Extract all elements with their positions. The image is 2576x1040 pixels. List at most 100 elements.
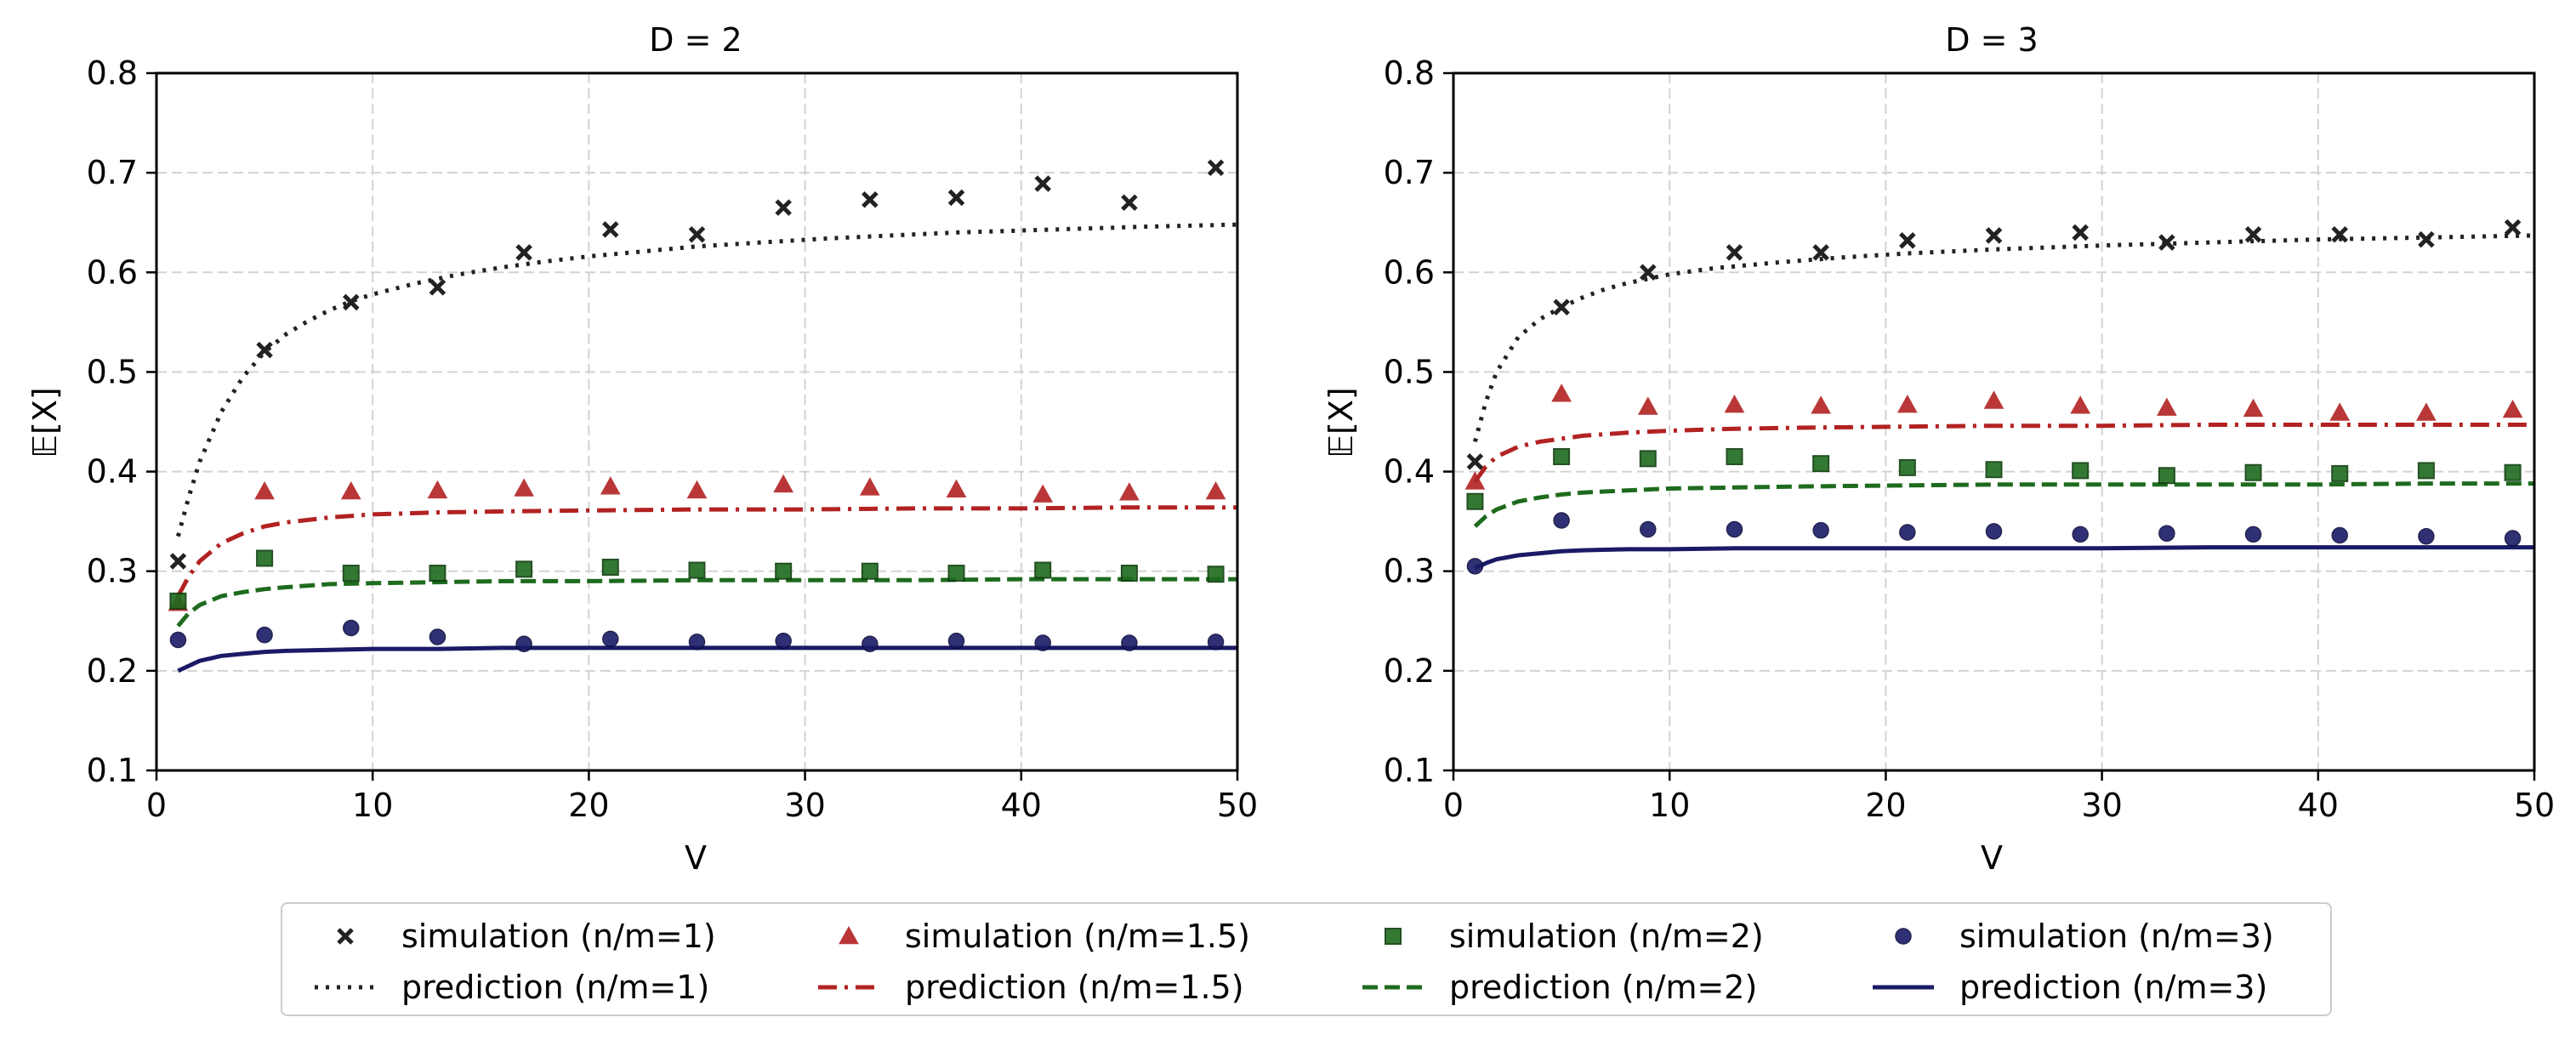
data-point <box>947 565 965 583</box>
legend-entry: simulation (n/m=3) <box>1869 912 2274 960</box>
y-tick-label: 0.1 <box>87 752 138 789</box>
data-point <box>688 634 706 651</box>
x-tick-label: 20 <box>1865 787 1906 824</box>
series-line-n1 <box>175 222 1237 537</box>
data-point <box>1207 634 1225 651</box>
x-tick-label: 0 <box>1443 787 1464 824</box>
data-point <box>1121 194 1138 212</box>
data-point <box>256 549 274 567</box>
legend-entry: prediction (n/m=1.5) <box>815 963 1244 1011</box>
data-point <box>1726 520 1743 538</box>
legend-label: prediction (n/m=2) <box>1449 969 1758 1006</box>
data-point <box>1553 298 1570 316</box>
data-point <box>602 630 619 648</box>
series-points-n1 <box>169 159 1225 570</box>
x-tick-label: 10 <box>352 787 393 824</box>
legend-label: simulation (n/m=1) <box>401 918 716 955</box>
panel-d2: D = 2 V 𝔼[X] 0 10 20 30 40 500.10.20.30.40.50… <box>26 21 1258 877</box>
data-point <box>775 562 793 580</box>
data-point <box>429 279 446 296</box>
data-point <box>1899 232 1916 249</box>
series-line-n3 <box>177 645 1237 673</box>
data-point <box>2331 464 2349 482</box>
legend-marker <box>1385 928 1402 945</box>
y-tick-label: 0.5 <box>87 353 138 390</box>
y-tick-label: 0.3 <box>87 553 138 590</box>
data-point <box>2157 397 2177 416</box>
legend-swatch <box>818 985 879 990</box>
legend-swatch <box>1362 985 1424 990</box>
data-point <box>343 619 360 637</box>
series-line-n1 <box>1472 233 2534 443</box>
data-point <box>2504 463 2522 481</box>
data-point <box>256 341 273 359</box>
data-point <box>1726 244 1743 261</box>
grid <box>1453 72 2535 771</box>
series-line-n3 <box>1474 545 2534 571</box>
data-point <box>775 199 792 216</box>
data-point <box>1985 461 2003 479</box>
legend-swatch <box>1385 928 1402 945</box>
panel-title: D = 2 <box>649 21 742 59</box>
data-point <box>2158 234 2175 251</box>
y-tick-label: 0.8 <box>1384 54 1435 92</box>
data-point <box>169 631 187 649</box>
data-point <box>773 474 794 493</box>
data-point <box>688 226 706 243</box>
series-points-n2 <box>169 549 1225 610</box>
data-point <box>1034 634 1051 651</box>
data-point <box>429 565 446 583</box>
y-tick-label: 0.2 <box>87 652 138 690</box>
x-axis-label: V <box>685 839 707 877</box>
data-point <box>1724 395 1745 413</box>
data-point <box>343 293 360 311</box>
y-tick-label: 0.2 <box>1384 652 1435 690</box>
data-point <box>1985 227 2003 244</box>
data-point <box>515 635 532 652</box>
data-point <box>860 477 880 496</box>
x-tick-label: 40 <box>2298 787 2339 824</box>
data-point <box>1551 384 1572 402</box>
x-tick-label: 0 <box>146 787 167 824</box>
data-point <box>427 480 448 499</box>
data-point <box>515 244 532 261</box>
data-point <box>1637 396 1658 415</box>
data-point <box>2416 402 2437 421</box>
data-point <box>1207 159 1225 177</box>
data-point <box>2243 398 2264 418</box>
y-tick-label: 0.7 <box>1384 154 1435 191</box>
y-tick-label: 0.6 <box>1384 253 1435 291</box>
legend-label: prediction (n/m=3) <box>1959 969 2268 1006</box>
legend-entry: simulation (n/m=2) <box>1359 912 1764 960</box>
data-point <box>2244 226 2262 243</box>
data-point <box>2072 462 2090 480</box>
x-tick-label: 30 <box>784 787 825 824</box>
data-point <box>2158 525 2175 542</box>
legend-label: simulation (n/m=3) <box>1959 918 2274 955</box>
data-point <box>861 562 879 580</box>
data-point <box>1466 453 1484 470</box>
data-point <box>515 560 533 578</box>
panel-d3: D = 3 V 𝔼[X] 0 10 20 30 40 500.10.20.30.40.50… <box>1322 21 2555 877</box>
data-point <box>1034 561 1052 579</box>
series-line-n2 <box>1473 481 2534 528</box>
data-point <box>1032 484 1054 503</box>
legend-entry: simulation (n/m=1.5) <box>815 912 1250 960</box>
data-point <box>2158 467 2175 485</box>
data-point <box>1120 565 1138 583</box>
legend-entry: prediction (n/m=3) <box>1869 963 2267 1011</box>
legend-swatch <box>315 985 376 990</box>
legend-label: prediction (n/m=1.5) <box>905 969 1244 1006</box>
data-point <box>1983 390 2005 409</box>
data-point <box>2331 526 2348 544</box>
data-point <box>1985 523 2003 540</box>
data-point <box>947 632 965 650</box>
legend-marker <box>337 928 354 945</box>
data-point <box>1464 471 1486 490</box>
series-line-n2 <box>176 577 1237 628</box>
data-point <box>2331 226 2348 243</box>
legend-label: simulation (n/m=2) <box>1449 918 1764 955</box>
plot-area <box>1464 219 2534 575</box>
data-point <box>602 221 619 238</box>
